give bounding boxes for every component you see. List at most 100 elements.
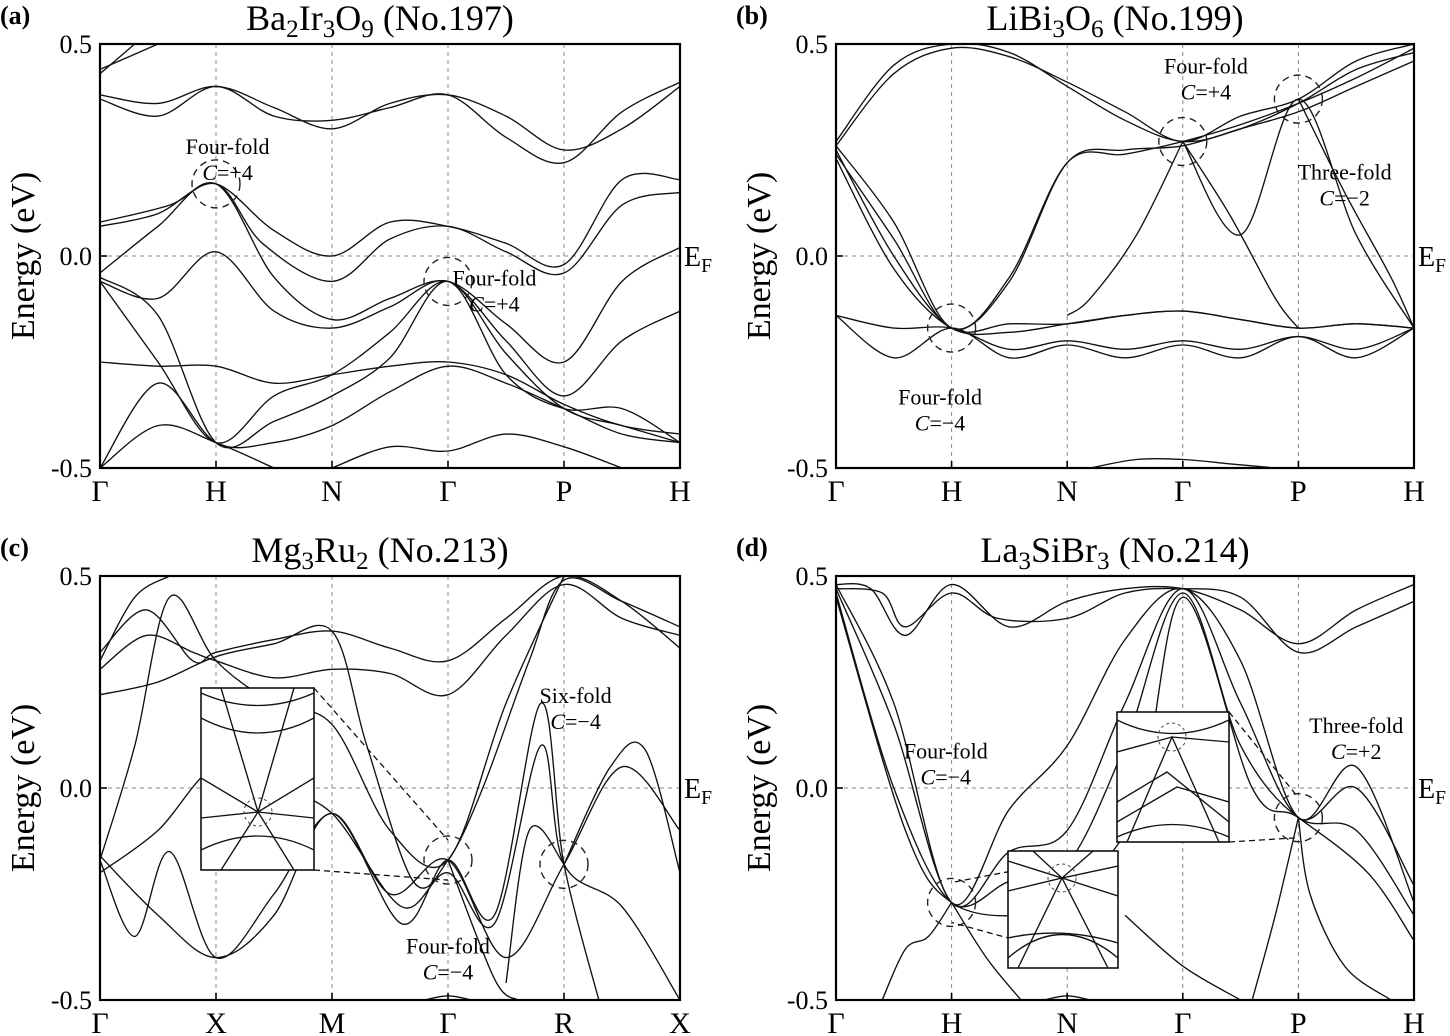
annotation-line2: C=−4 [915, 410, 966, 435]
title-part: (No.214) [1110, 530, 1250, 570]
x-tick-label: X [669, 1007, 691, 1036]
inset-band [1117, 786, 1229, 823]
band-line [100, 182, 680, 283]
title-part: 3 [1018, 548, 1031, 575]
zoom-inset [200, 687, 449, 881]
title-part: Ru [314, 530, 356, 570]
crossing-circle [926, 877, 977, 928]
crossing-circle [191, 159, 241, 209]
inset-leader [1228, 711, 1299, 799]
title-part: LiBi [986, 0, 1052, 38]
annotation-line2: C=−2 [1319, 186, 1370, 211]
annotation-line1: Four-fold [898, 384, 982, 409]
annotation-line2: C=+4 [1181, 80, 1232, 105]
y-axis-label: Energy (eV) [5, 172, 42, 340]
band-line [1066, 141, 1184, 316]
title-part: Ba [246, 0, 286, 38]
x-tick-label: R [554, 1007, 574, 1036]
inset-leader [951, 921, 1119, 969]
fermi-label-sub: F [1435, 256, 1446, 277]
x-tick-label: H [1403, 1007, 1425, 1036]
inset-band [201, 835, 314, 851]
x-tick-label: Γ [91, 1007, 108, 1036]
band-line [1297, 817, 1392, 1000]
title-part: Mg [251, 530, 301, 570]
chart-title: Ba2Ir3O9 (No.197) [246, 0, 514, 43]
annotation-line2: C=+4 [202, 160, 253, 185]
band-line [100, 576, 565, 868]
chern-variable: C [202, 160, 217, 185]
band-line [1124, 914, 1241, 1000]
panel-label: (a) [0, 1, 30, 30]
y-axis-label: Energy (eV) [741, 172, 778, 340]
y-tick-label: -0.5 [51, 454, 92, 483]
x-tick-label: H [669, 475, 691, 508]
annotation-line1: Four-fold [186, 134, 270, 159]
annotation-line1: Six-fold [540, 683, 612, 708]
band-line [100, 424, 275, 468]
fermi-label-main: E [1418, 242, 1435, 273]
annotation-line1: Four-fold [1164, 54, 1248, 79]
band-line [100, 744, 680, 1000]
chern-variable: C [1331, 739, 1346, 764]
y-tick-label: 0.0 [796, 242, 829, 271]
annotation-line2: C=−4 [550, 709, 601, 734]
inset-band [1008, 932, 1118, 944]
inset-band [1117, 823, 1229, 838]
inset-crossing-circle [1157, 722, 1187, 752]
annotation-line2: C=+2 [1331, 739, 1382, 764]
fermi-label: EF [1418, 774, 1446, 809]
band-line [563, 741, 680, 873]
band-line [100, 577, 680, 889]
title-part: (No.213) [369, 530, 509, 570]
band-line [447, 859, 519, 1000]
x-tick-label: Γ [439, 1007, 456, 1036]
annotation-line1: Four-fold [406, 933, 490, 958]
band-line [1090, 458, 1276, 468]
inset-leader [313, 687, 449, 841]
band-line [836, 587, 1414, 654]
title-part: Ir [299, 0, 323, 38]
y-tick-label: -0.5 [787, 986, 828, 1015]
band-line [836, 584, 1414, 906]
annotation-line2: C=−4 [423, 959, 474, 984]
y-tick-label: -0.5 [787, 454, 828, 483]
x-tick-label: M [319, 1007, 346, 1036]
annotation-line2: C=+4 [469, 292, 520, 317]
x-tick-label: N [1056, 1007, 1078, 1036]
chern-variable: C [1181, 80, 1196, 105]
band-line [836, 158, 1414, 336]
fermi-label-sub: F [701, 256, 712, 277]
inset-band [1008, 933, 1118, 959]
x-tick-label: P [1290, 1007, 1307, 1036]
chern-variable: C [1319, 186, 1334, 211]
x-tick-label: H [941, 1007, 963, 1036]
band-line [836, 47, 1414, 331]
y-tick-label: 0.5 [796, 30, 829, 59]
fermi-label-main: E [1418, 774, 1435, 805]
band-line [331, 433, 623, 468]
crossing-circle [1273, 74, 1324, 124]
chern-value: =+4 [1195, 80, 1231, 105]
annotation-line1: Three-fold [1298, 160, 1392, 185]
y-tick-label: 0.5 [796, 562, 829, 591]
band-line [100, 181, 680, 364]
fermi-label-main: E [684, 242, 701, 273]
band-line [836, 44, 1414, 147]
y-tick-label: 0.0 [60, 242, 93, 271]
chern-variable: C [921, 764, 936, 789]
zoom-inset [1116, 711, 1299, 843]
fermi-label-sub: F [701, 788, 712, 809]
inset-leader [313, 869, 449, 881]
bands [100, 44, 680, 468]
fermi-label: EF [1418, 242, 1446, 277]
crossing-circle [423, 256, 473, 307]
inset-bands [1117, 719, 1229, 842]
panel-label: (c) [0, 533, 29, 562]
fermi-label-sub: F [1435, 788, 1446, 809]
band-line [836, 314, 1414, 351]
band-line [100, 44, 159, 71]
band-line [100, 361, 680, 435]
